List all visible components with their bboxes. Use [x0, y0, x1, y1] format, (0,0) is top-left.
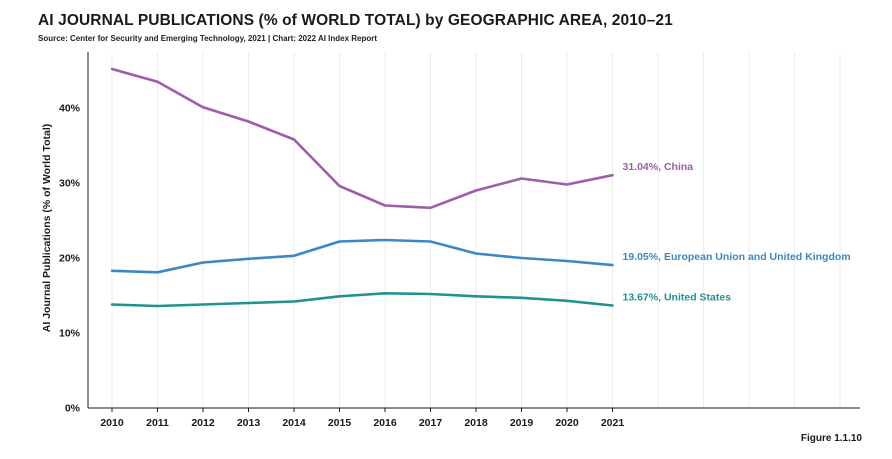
- x-tick-label: 2015: [328, 417, 352, 429]
- chart-source: Source: Center for Security and Emerging…: [38, 34, 378, 43]
- figure-label: Figure 1.1.10: [800, 433, 862, 444]
- series-line: [110, 291, 614, 308]
- series-line: [110, 67, 614, 210]
- y-axis-label: AI Journal Publications (% of World Tota…: [41, 124, 53, 332]
- x-tick-label: 2011: [146, 417, 169, 429]
- grid-lines: [111, 52, 841, 408]
- series-end-label: 13.67%, United States: [623, 291, 732, 303]
- x-tick-label: 2020: [555, 417, 579, 429]
- chart-title: AI JOURNAL PUBLICATIONS (% of WORLD TOTA…: [38, 12, 673, 29]
- series-lines: [110, 67, 614, 308]
- x-tick-label: 2014: [282, 417, 306, 429]
- x-tick-label: 2019: [510, 417, 534, 429]
- x-axis-ticks: 2010 2011 2012 2013 2014 2015 2016 2017 2018 2019…: [100, 408, 624, 429]
- y-tick-label: 20%: [59, 253, 81, 265]
- x-tick-label: 2012: [191, 417, 215, 429]
- x-tick-label: 2013: [237, 417, 261, 429]
- x-tick-label: 2016: [373, 417, 397, 429]
- series-end-label: 31.04%, China: [623, 161, 694, 173]
- x-tick-label: 2018: [464, 417, 488, 429]
- y-tick-label: 30%: [59, 178, 81, 190]
- y-axis-ticks: 0% 10% 20% 30% 40%: [59, 103, 81, 415]
- series-line: [110, 238, 614, 274]
- y-tick-label: 10%: [59, 328, 81, 340]
- y-tick-label: 0%: [65, 403, 81, 415]
- series-labels: 31.04%, China 19.05%, European Union and …: [623, 161, 851, 303]
- x-tick-label: 2017: [419, 417, 443, 429]
- series-end-label: 19.05%, European Union and United Kingdo…: [623, 251, 851, 263]
- x-tick-label: 2021: [601, 417, 625, 429]
- y-tick-label: 40%: [59, 103, 81, 115]
- x-tick-label: 2010: [100, 417, 124, 429]
- axes: [87, 52, 860, 409]
